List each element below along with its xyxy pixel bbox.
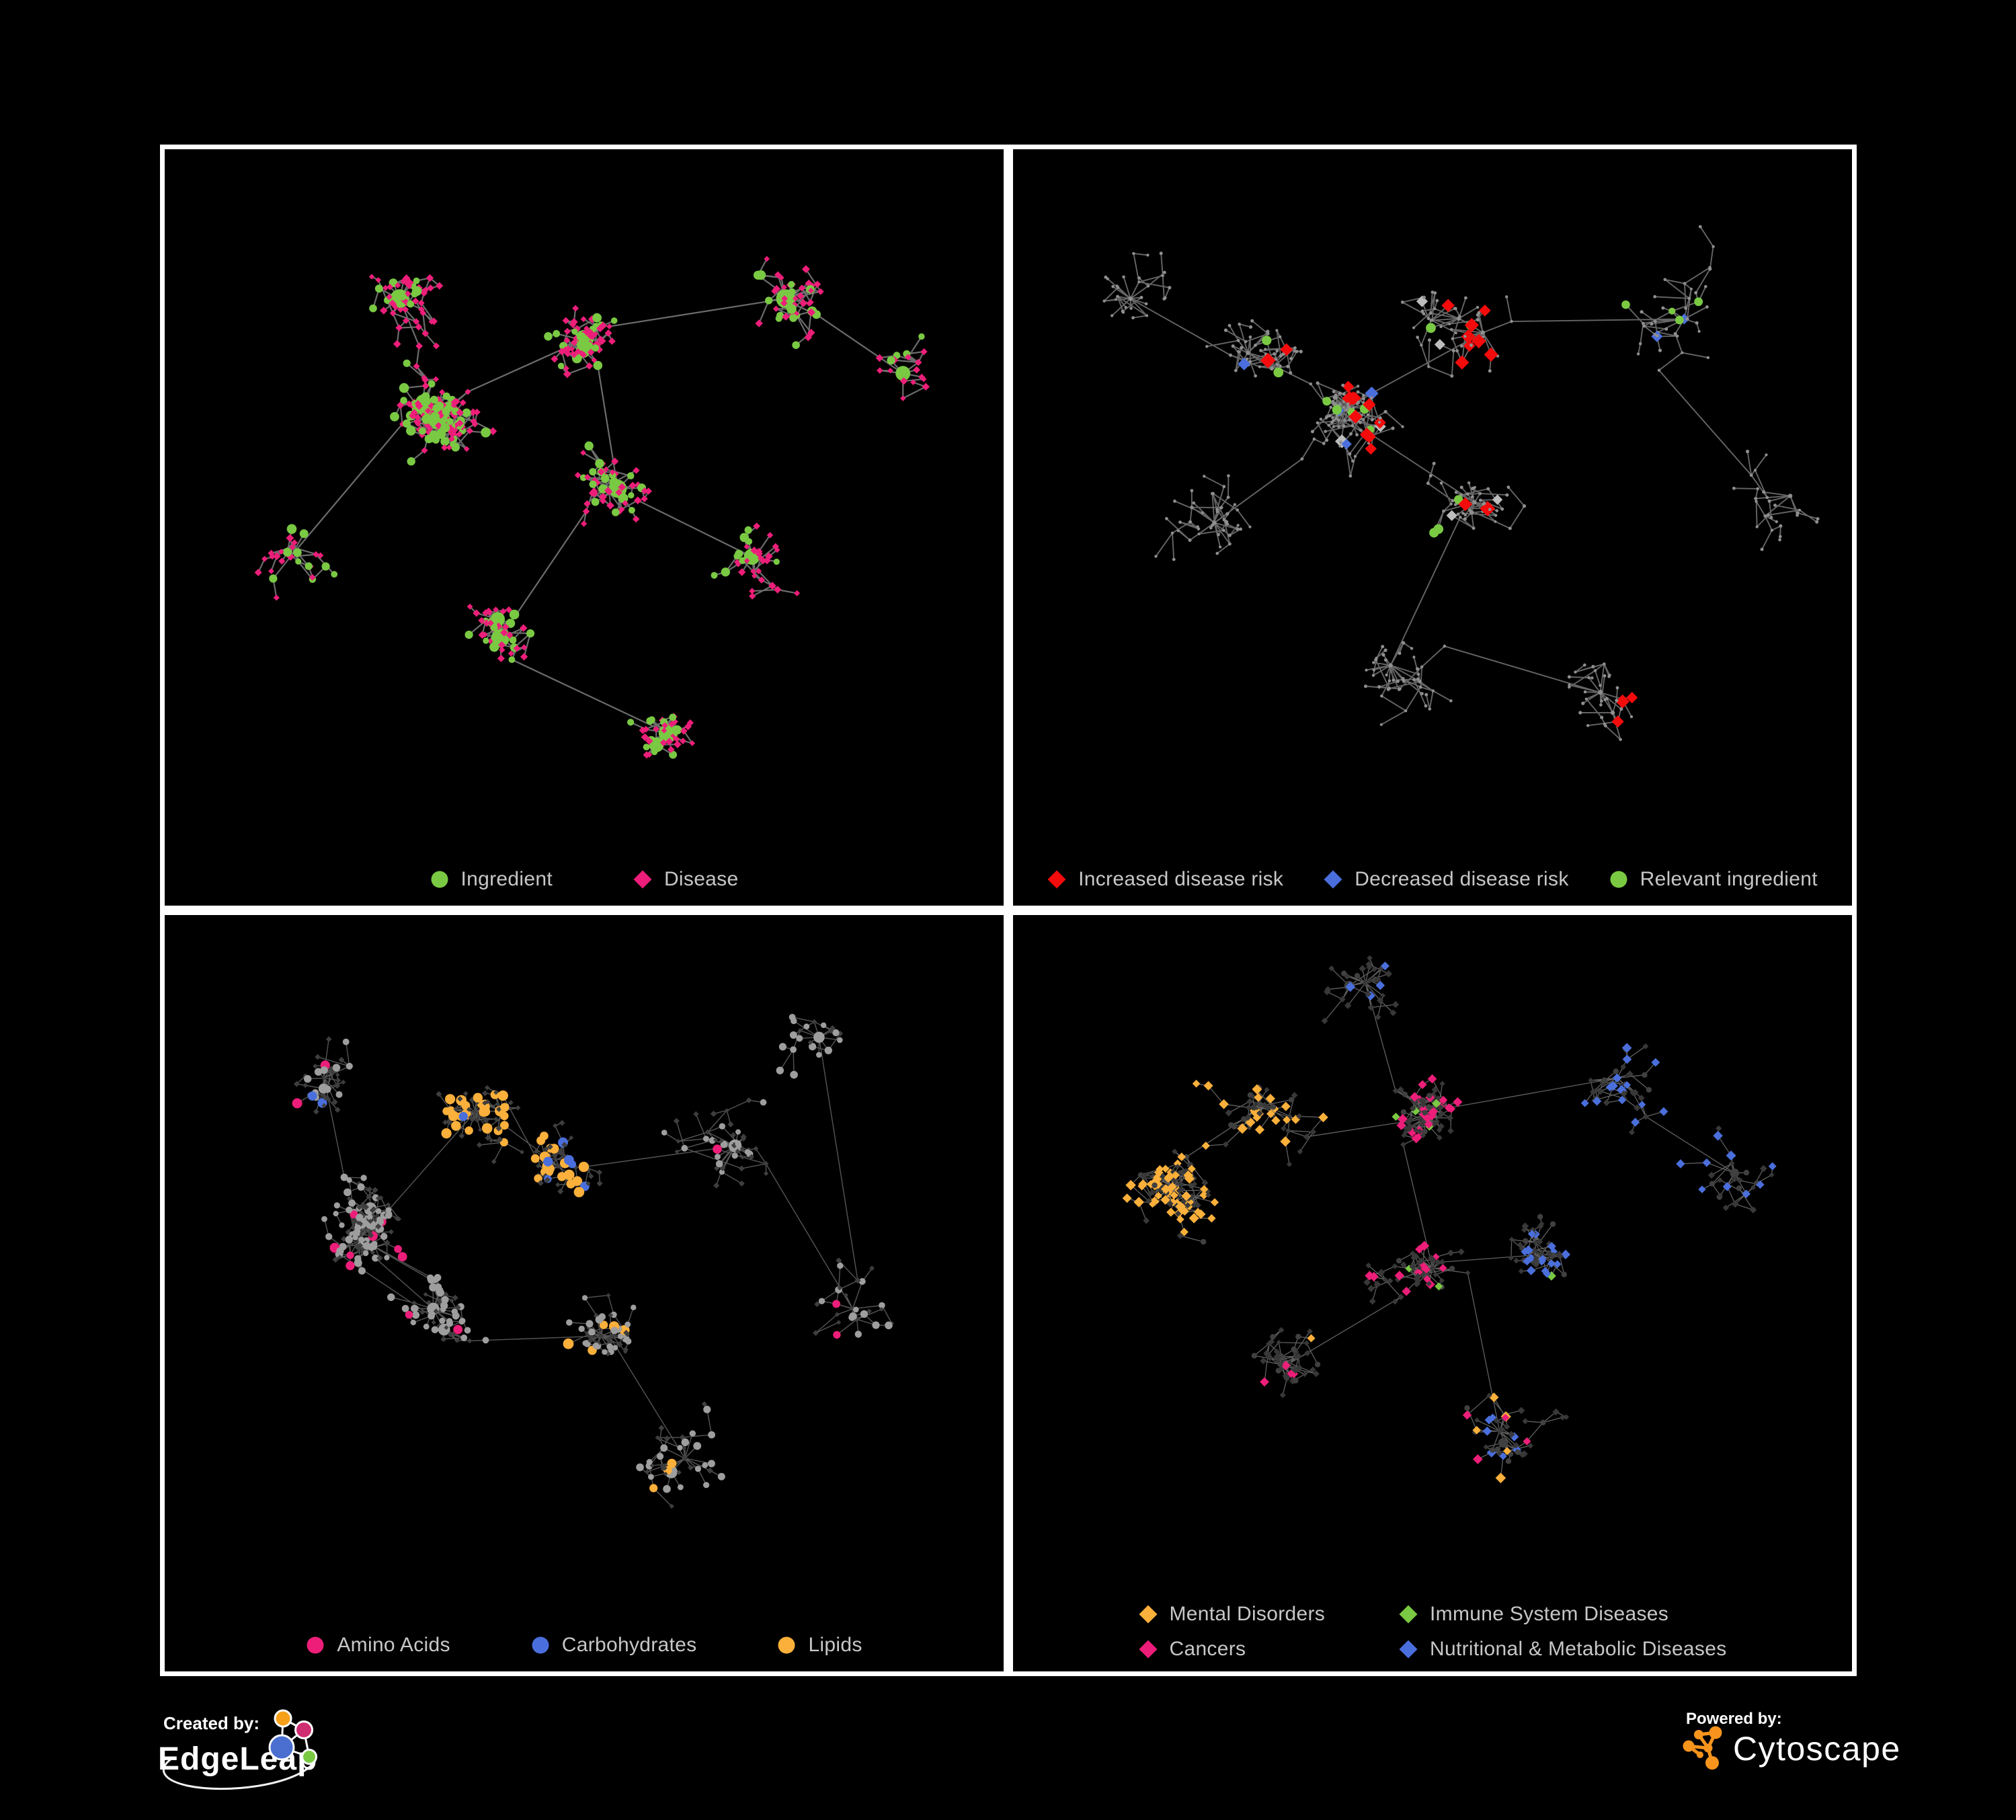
edgeleap-node-magenta (294, 1720, 313, 1739)
legend-diamond-marker (1139, 1605, 1158, 1624)
edgeleap-logo: Created by: EdgeLeap (158, 1709, 317, 1790)
panel-disease-classes: Mental Disorders Immune System Diseases Ca… (1008, 910, 1857, 1676)
legend-item-increased-disease-risk: Increased disease risk (1047, 868, 1283, 891)
legend-item-ingredient: Ingredient (430, 868, 553, 891)
legend-label: Immune System Diseases (1430, 1603, 1669, 1625)
legend-circle-marker (531, 1636, 550, 1655)
legend-item-immune-system-diseases: Immune System Diseases (1399, 1603, 1668, 1626)
legend-item-relevant-ingredient: Relevant ingredient (1609, 868, 1818, 891)
legend-label: Cancers (1169, 1638, 1246, 1660)
created-by-label: Created by: (163, 1713, 259, 1733)
edgeleap-node-green (301, 1749, 317, 1765)
legend-ingredient-classes: Amino Acids Carbohydrates Lipids (165, 1634, 1004, 1657)
legend-label: Ingredient (460, 868, 553, 890)
network-edges (1103, 226, 1819, 740)
edgeleap-branding: Created by: EdgeLeap (151, 1708, 474, 1815)
panel-disease-risk: Increased disease risk Decreased disease … (1008, 145, 1857, 910)
legend-label: Nutritional & Metabolic Diseases (1430, 1638, 1727, 1660)
legend-item-lipids: Lipids (777, 1634, 862, 1657)
legend-disease-classes: Mental Disorders Immune System Diseases Ca… (1013, 1603, 1852, 1661)
legend-circle-marker (306, 1636, 325, 1655)
legend-item-carbohydrates: Carbohydrates (531, 1634, 697, 1657)
legend-diamond-marker (1399, 1640, 1418, 1659)
network-edges (296, 1017, 893, 1507)
legend-diamond-marker (633, 870, 652, 889)
edgeleap-node-blue (268, 1734, 295, 1761)
legend-label: Lipids (808, 1634, 862, 1656)
cytoscape-network-icon (1683, 1726, 1722, 1770)
legend-circle-marker (430, 870, 449, 889)
legend-item-nutritional-metabolic-diseases: Nutritional & Metabolic Diseases (1399, 1638, 1726, 1661)
legend-diamond-marker (1139, 1640, 1158, 1659)
legend-disease-risk: Increased disease risk Decreased disease … (1013, 868, 1852, 891)
legend-circle-marker (777, 1636, 796, 1655)
network-graph-disease-classes (1122, 955, 1777, 1484)
edgeleap-network-icon (268, 1709, 317, 1765)
network-nodes (254, 255, 930, 759)
network-nodes (1122, 955, 1777, 1484)
network-graph-disease-risk (1102, 225, 1820, 742)
panel-grid: Ingredient Disease Increased disease risk… (160, 145, 1857, 1676)
legend-circle-marker (1609, 870, 1628, 889)
legend-label: Mental Disorders (1169, 1603, 1326, 1625)
legend-label: Carbohydrates (561, 1634, 697, 1656)
panel-ingredient-disease: Ingredient Disease (160, 145, 1008, 910)
edgeleap-swoosh (163, 1757, 313, 1790)
legend-item-decreased-disease-risk: Decreased disease risk (1324, 868, 1568, 891)
legend-item-disease: Disease (633, 868, 738, 891)
legend-label: Disease (663, 868, 739, 890)
legend-label: Increased disease risk (1078, 868, 1284, 890)
cytoscape-logo: Powered by: Cytoscape (1683, 1710, 1900, 1770)
legend-ingredient-disease: Ingredient Disease (165, 868, 1004, 891)
edgeleap-node-orange (274, 1709, 292, 1728)
panel-ingredient-classes: Amino Acids Carbohydrates Lipids (160, 910, 1008, 1676)
legend-item-mental-disorders: Mental Disorders (1139, 1603, 1326, 1626)
legend-diamond-marker (1047, 870, 1066, 889)
legend-item-cancers: Cancers (1139, 1638, 1246, 1661)
cytoscape-branding: Powered by: Cytoscape (1679, 1706, 1900, 1780)
legend-label: Amino Acids (337, 1634, 450, 1656)
legend-label: Relevant ingredient (1640, 868, 1818, 890)
legend-label: Decreased disease risk (1355, 868, 1569, 890)
legend-diamond-marker (1399, 1605, 1418, 1624)
network-edges (1127, 957, 1773, 1478)
legend-diamond-marker (1324, 870, 1342, 889)
cytoscape-wordmark: Cytoscape (1733, 1730, 1901, 1768)
legend-item-amino-acids: Amino Acids (306, 1634, 450, 1657)
network-graph-ingredient-disease (254, 255, 930, 759)
network-graph-ingredient-classes (292, 1014, 895, 1509)
network-nodes (1102, 225, 1820, 742)
powered-by-label: Powered by: (1686, 1710, 1782, 1728)
network-nodes (292, 1014, 895, 1509)
